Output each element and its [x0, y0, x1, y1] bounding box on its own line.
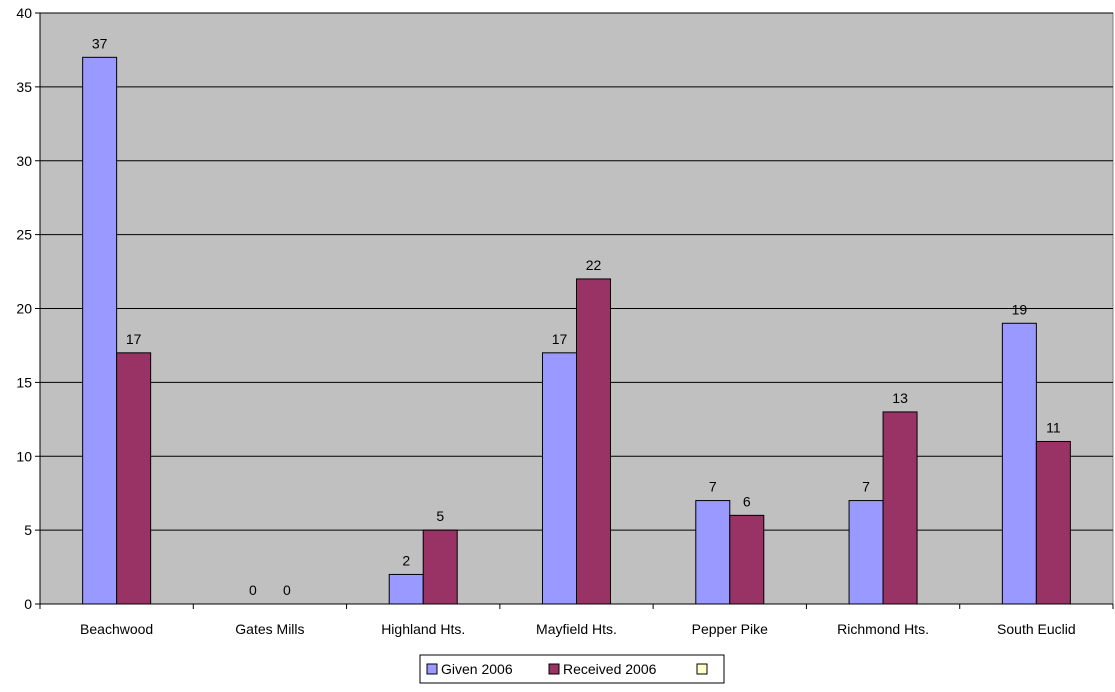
bar-given-2006 [388, 573, 424, 605]
x-tick-label: Mayfield Hts. [536, 621, 617, 637]
data-label: 0 [283, 582, 291, 598]
bar-given-2006 [542, 352, 577, 605]
legend-label: Given 2006 [441, 661, 513, 677]
bar-given-2006 [695, 500, 731, 605]
data-label: 7 [862, 479, 870, 495]
bar-given-2006 [1001, 322, 1037, 605]
bar-received-2006 [729, 514, 765, 605]
legend-swatch [696, 663, 708, 675]
data-label: 7 [709, 479, 717, 495]
legend-swatch [426, 663, 438, 675]
bar-received-2006 [1035, 440, 1071, 605]
y-tick-label: 10 [16, 448, 32, 464]
data-label: 17 [552, 331, 568, 347]
y-tick-label: 15 [16, 374, 32, 390]
data-label: 0 [249, 582, 257, 598]
data-label: 6 [743, 493, 751, 509]
bar-given-2006 [82, 56, 118, 605]
data-label: 5 [436, 508, 444, 524]
data-label: 37 [92, 35, 108, 51]
data-label: 13 [892, 390, 908, 406]
y-tick-label: 0 [24, 596, 32, 612]
y-tick-label: 25 [16, 227, 32, 243]
x-tick-label: Highland Hts. [381, 621, 465, 637]
data-label: 17 [126, 331, 142, 347]
y-tick-label: 20 [16, 301, 32, 317]
data-label: 2 [402, 552, 410, 568]
data-label: 22 [586, 257, 602, 273]
y-tick-label: 40 [16, 5, 32, 21]
data-label: 11 [1046, 419, 1061, 435]
x-tick-label: Richmond Hts. [837, 621, 929, 637]
x-tick-label: Beachwood [80, 621, 153, 637]
x-tick-label: Gates Mills [235, 621, 304, 637]
y-tick-label: 35 [16, 79, 32, 95]
bar-received-2006 [576, 278, 611, 605]
bar-received-2006 [422, 529, 458, 605]
x-tick-label: Pepper Pike [692, 621, 768, 637]
legend [419, 654, 725, 684]
legend-label: Received 2006 [563, 661, 657, 677]
data-label: 19 [1012, 301, 1028, 317]
bar-given-2006 [848, 500, 884, 605]
y-tick-label: 5 [24, 522, 32, 538]
y-tick-label: 30 [16, 153, 32, 169]
bar-received-2006 [882, 411, 918, 605]
bar-received-2006 [116, 352, 152, 605]
legend-swatch [548, 663, 560, 675]
x-tick-label: South Euclid [997, 621, 1076, 637]
